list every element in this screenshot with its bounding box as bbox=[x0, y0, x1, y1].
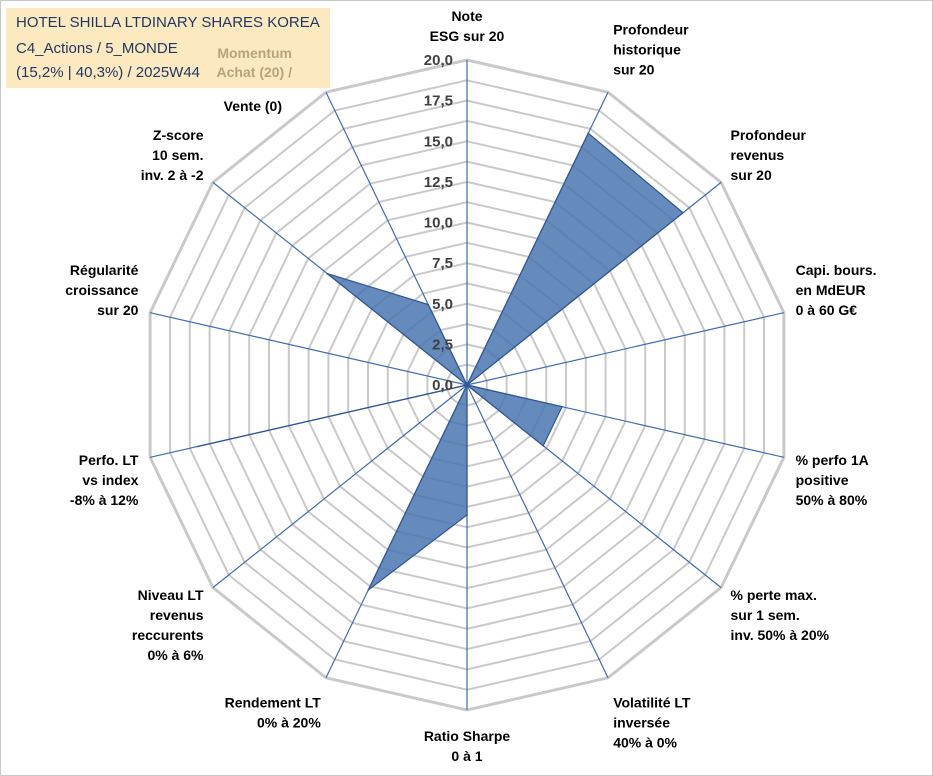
axis-label: Perfo. LT bbox=[79, 452, 139, 468]
axis-label: Volatilité LT bbox=[613, 695, 691, 711]
radial-tick-label: 17,5 bbox=[424, 93, 453, 110]
axis-label: croissance bbox=[65, 282, 138, 298]
radial-tick-label: 12,5 bbox=[424, 174, 453, 191]
data-point bbox=[326, 272, 329, 275]
radial-tick-label: 2,5 bbox=[432, 336, 453, 353]
axis-spoke bbox=[466, 312, 785, 386]
header-stats: (15,2% | 40,3%) / 2025W44 bbox=[16, 64, 200, 81]
axis-label: Rendement LT bbox=[225, 695, 322, 711]
radial-tick-label: 5,0 bbox=[432, 296, 453, 313]
header-category: C4_Actions / 5_MONDE bbox=[16, 40, 178, 57]
axis-label: reccurents bbox=[132, 627, 204, 643]
axis-label: inversée bbox=[613, 715, 670, 731]
axis-label: ESG sur 20 bbox=[430, 28, 505, 44]
axis-label: Régularité bbox=[70, 262, 139, 278]
data-point bbox=[682, 212, 684, 214]
data-point bbox=[542, 445, 544, 447]
axis-label: 40% à 0% bbox=[613, 735, 677, 751]
axis-label: historique bbox=[613, 41, 681, 57]
axis-label: Capi. bours. bbox=[796, 262, 877, 278]
radial-tick-label: 0,0 bbox=[432, 377, 453, 394]
axis-label: % perte max. bbox=[731, 587, 817, 603]
axis-label: revenus bbox=[731, 147, 785, 163]
axis-label: positive bbox=[796, 472, 849, 488]
axis-label: Ratio Sharpe bbox=[424, 728, 511, 744]
momentum-label: Momentum bbox=[217, 45, 292, 61]
data-point bbox=[587, 132, 590, 134]
axis-label: sur 20 bbox=[97, 302, 138, 318]
radial-tick-label: 10,0 bbox=[424, 215, 453, 232]
axis-label: inv. 50% à 20% bbox=[731, 627, 830, 643]
axis-label: Niveau LT bbox=[138, 587, 204, 603]
axis-spoke bbox=[212, 384, 468, 589]
axis-label: vs index bbox=[82, 472, 138, 488]
axis-label: 50% à 80% bbox=[796, 492, 868, 508]
axis-label: Note bbox=[451, 8, 482, 24]
axis-label: sur 20 bbox=[731, 167, 772, 183]
axis-label: en MdEUR bbox=[796, 282, 866, 298]
radial-tick-label: 15,0 bbox=[424, 133, 453, 150]
axis-label: Vente (0) bbox=[224, 98, 282, 114]
axis-label: revenus bbox=[150, 607, 204, 623]
data-point bbox=[466, 384, 468, 386]
axis-label: sur 1 sem. bbox=[731, 607, 800, 623]
momentum-label: Achat (20) / bbox=[217, 64, 293, 80]
radial-tick-label: 20,0 bbox=[424, 52, 453, 69]
axis-spoke bbox=[466, 384, 609, 679]
data-point bbox=[561, 405, 563, 408]
axis-label: 0% à 6% bbox=[147, 647, 204, 663]
data-point bbox=[427, 303, 430, 306]
axis-label: Profondeur bbox=[613, 21, 689, 37]
data-point bbox=[196, 445, 199, 448]
chart-header: HOTEL SHILLA LTDINARY SHARES KOREA C4_Ac… bbox=[6, 8, 330, 88]
axis-label: 0 à 60 G€ bbox=[796, 302, 858, 318]
axis-label: Z-score bbox=[153, 127, 204, 143]
axis-label: -8% à 12% bbox=[70, 492, 139, 508]
data-series-area bbox=[197, 132, 684, 591]
radial-tick-label: 7,5 bbox=[432, 255, 453, 272]
axis-label: Profondeur bbox=[731, 127, 807, 143]
axis-label: sur 20 bbox=[613, 61, 654, 77]
axis-label: inv. 2 à -2 bbox=[141, 167, 204, 183]
axis-label: % perfo 1A bbox=[796, 452, 869, 468]
axis-label: 10 sem. bbox=[152, 147, 203, 163]
axis-label: 0 à 1 bbox=[451, 748, 482, 764]
axis-spoke bbox=[149, 312, 468, 386]
header-title: HOTEL SHILLA LTDINARY SHARES KOREA bbox=[16, 14, 320, 31]
data-point bbox=[367, 589, 370, 591]
data-point bbox=[466, 514, 468, 516]
axis-label: 0% à 20% bbox=[257, 715, 321, 731]
